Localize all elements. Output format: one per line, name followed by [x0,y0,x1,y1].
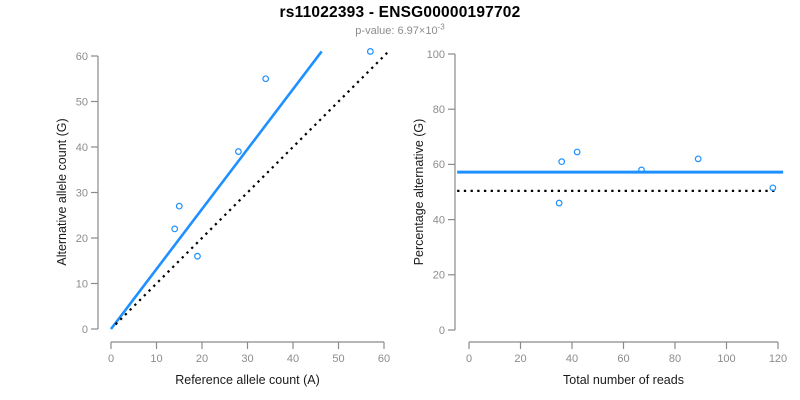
x-tick-label: 40 [287,353,299,365]
data-point [366,48,374,55]
y-tick-label: 10 [76,278,88,290]
y-axis-title: Percentage alternative (G) [412,119,426,266]
y-tick-label: 80 [433,104,445,116]
y-tick-label: 40 [76,142,88,154]
data-point [555,199,563,207]
x-tick-label: 20 [196,353,208,365]
data-point [175,202,183,210]
y-axis-title: Alternative allele count (G) [55,118,69,265]
y-tick-label: 0 [82,324,88,336]
figure-subtitle: p-value: 6.97×10-3 [0,22,800,37]
data-point [234,148,242,155]
data-point [558,158,566,166]
data-point [573,148,581,156]
y-tick-label: 50 [76,96,88,108]
x-tick-label: 120 [769,353,787,365]
y-tick-label: 100 [427,49,445,61]
fitted-ratio-line [109,50,323,330]
y-tick-label: 20 [433,270,445,282]
x-tick-label: 80 [669,353,681,365]
p-value-exponent: -3 [437,22,445,32]
x-tick-label: 0 [466,353,472,365]
data-point [769,184,777,192]
x-tick-label: 60 [617,353,629,365]
data-point [171,225,179,233]
x-tick-label: 0 [108,353,114,365]
x-tick-label: 30 [241,353,253,365]
identity-line [114,51,389,326]
x-tick-label: 10 [150,353,162,365]
data-point [194,252,201,260]
x-axis-title: Reference allele count (A) [175,373,320,387]
x-tick-label: 60 [378,353,390,365]
data-point [694,155,702,163]
figure-title: rs11022393 - ENSG00000197702 [279,4,521,21]
x-tick-label: 20 [514,353,526,365]
y-tick-label: 20 [76,233,88,245]
x-tick-label: 50 [332,353,344,365]
data-point [262,75,270,83]
y-tick-label: 30 [76,187,88,199]
p-value-text: p-value: 6.97×10 [355,25,438,37]
y-tick-label: 40 [433,214,445,226]
percentage-plot: 0 20 40 60 80 100 0 20 40 60 80 100 120 Total number … [412,49,787,387]
y-tick-label: 60 [76,51,88,63]
y-tick-label: 60 [433,159,445,171]
x-tick-label: 100 [717,353,735,365]
y-tick-label: 0 [439,325,445,337]
data-point [638,166,645,174]
x-axis-title: Total number of reads [563,373,684,387]
x-tick-label: 40 [566,353,578,365]
allele-count-plot: 0 10 20 30 40 50 60 0 10 20 30 40 50 60 Reference alle… [55,48,390,387]
